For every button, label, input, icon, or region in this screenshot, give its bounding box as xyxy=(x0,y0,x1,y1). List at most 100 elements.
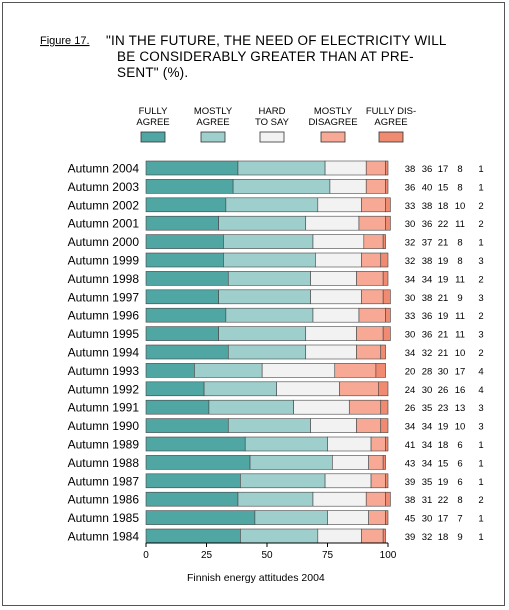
value-label-3-4: 2 xyxy=(478,219,483,230)
bar-segment-17-1 xyxy=(240,473,326,489)
bar-segment-11-4 xyxy=(375,363,386,378)
bar-segment-10-4 xyxy=(380,344,386,360)
bar-segment-15-1 xyxy=(244,436,328,452)
bar-segment-4-2 xyxy=(312,234,365,249)
value-label-1-3: 8 xyxy=(457,182,462,193)
value-label-5-0: 32 xyxy=(405,256,416,267)
value-label-16-4: 1 xyxy=(478,458,483,469)
bar-segment-13-3 xyxy=(348,399,382,415)
bar-segment-17-3 xyxy=(370,473,386,489)
value-label-2-3: 10 xyxy=(455,201,466,212)
bar-segment-13-4 xyxy=(380,399,389,415)
bar-segment-3-4 xyxy=(385,215,391,231)
value-label-11-2: 30 xyxy=(438,366,449,377)
bar-segment-15-4 xyxy=(385,436,389,452)
category-label-12: Autumn 1992 xyxy=(68,382,140,396)
value-label-3-2: 22 xyxy=(438,219,449,230)
value-label-12-2: 26 xyxy=(438,385,449,396)
bar-segment-16-2 xyxy=(332,455,369,470)
chart-title-line-3: SENT" (%). xyxy=(117,65,188,80)
bar-segment-10-0 xyxy=(145,344,229,360)
value-label-17-4: 1 xyxy=(478,477,483,488)
value-label-15-4: 1 xyxy=(478,440,483,451)
value-label-20-0: 39 xyxy=(405,532,416,543)
bar-segment-13-1 xyxy=(208,399,294,415)
value-label-7-0: 30 xyxy=(405,293,416,304)
value-label-4-2: 21 xyxy=(438,238,449,249)
bar-segment-18-2 xyxy=(312,491,367,507)
bar-segment-18-1 xyxy=(237,491,314,507)
bar-segment-0-1 xyxy=(237,160,326,176)
value-label-15-2: 18 xyxy=(438,440,449,451)
value-label-8-4: 2 xyxy=(478,311,483,322)
bar-segment-1-4 xyxy=(385,179,389,194)
category-labels: Autumn 2004 Autumn 2003 Autumn 2002 Autumn … xyxy=(68,162,140,544)
value-label-2-4: 2 xyxy=(478,201,483,212)
bar-segment-2-2 xyxy=(317,197,362,213)
bar-segment-14-2 xyxy=(310,418,357,433)
value-label-6-1: 34 xyxy=(422,274,433,285)
category-label-18: Autumn 1986 xyxy=(68,493,140,507)
bar-segment-9-1 xyxy=(218,326,307,341)
value-label-1-2: 15 xyxy=(438,182,449,193)
value-label-9-3: 11 xyxy=(455,330,465,341)
bar-segment-0-4 xyxy=(385,160,389,176)
bar-segment-9-2 xyxy=(305,326,357,341)
bar-segment-12-4 xyxy=(378,381,389,397)
value-label-20-3: 9 xyxy=(457,532,462,543)
bar-segment-19-2 xyxy=(327,510,369,525)
bar-segment-20-3 xyxy=(361,528,384,544)
bar-segment-19-3 xyxy=(368,510,386,525)
bar-segment-8-1 xyxy=(225,307,314,323)
bar-segment-2-1 xyxy=(225,197,319,213)
bar-segment-11-3 xyxy=(334,363,377,378)
bar-segment-10-3 xyxy=(356,344,382,360)
value-label-5-2: 19 xyxy=(438,256,449,267)
bar-segment-1-1 xyxy=(232,179,331,194)
bar-segment-5-0 xyxy=(145,252,224,268)
legend-label-3-0: MOSTLY xyxy=(314,106,353,117)
bar-segment-12-3 xyxy=(339,381,379,397)
bar-segment-2-3 xyxy=(361,197,386,213)
bar-segment-5-2 xyxy=(315,252,362,268)
value-label-4-3: 8 xyxy=(457,238,462,249)
value-label-13-4: 3 xyxy=(478,403,483,414)
bar-segment-19-0 xyxy=(145,510,256,525)
bar-segment-14-0 xyxy=(145,418,229,433)
bar-segment-20-1 xyxy=(240,528,319,544)
value-label-19-4: 1 xyxy=(478,514,483,525)
bar-segment-4-3 xyxy=(363,234,384,249)
value-label-11-0: 20 xyxy=(405,366,416,377)
value-label-16-0: 43 xyxy=(405,458,416,469)
category-label-11: Autumn 1993 xyxy=(68,364,140,378)
bar-segment-6-3 xyxy=(356,271,384,286)
category-label-16: Autumn 1988 xyxy=(68,456,140,470)
value-label-10-2: 21 xyxy=(438,348,449,359)
bar-segment-4-0 xyxy=(145,234,224,249)
category-label-7: Autumn 1997 xyxy=(68,290,140,304)
value-label-13-2: 23 xyxy=(438,403,449,414)
category-label-4: Autumn 2000 xyxy=(68,235,140,249)
bar-segment-3-2 xyxy=(305,215,360,231)
value-label-13-3: 13 xyxy=(455,403,466,414)
bar-segment-7-3 xyxy=(361,289,384,305)
value-label-8-1: 36 xyxy=(422,311,433,322)
value-label-2-0: 33 xyxy=(405,201,416,212)
value-label-10-3: 10 xyxy=(455,348,466,359)
bar-segment-13-0 xyxy=(145,399,210,415)
bar-segment-15-3 xyxy=(370,436,386,452)
value-label-14-1: 34 xyxy=(422,422,433,433)
legend-label-1-0: MOSTLY xyxy=(194,106,233,117)
bar-segment-17-0 xyxy=(145,473,241,489)
bar-segment-17-4 xyxy=(385,473,389,489)
footer-text: Finnish energy attitudes 2004 xyxy=(187,572,325,584)
value-label-7-2: 21 xyxy=(438,293,449,304)
value-label-18-0: 38 xyxy=(405,495,416,506)
value-label-14-0: 34 xyxy=(405,422,416,433)
value-label-5-3: 8 xyxy=(457,256,462,267)
legend-label-2-1: TO SAY xyxy=(255,117,290,128)
bar-segment-3-3 xyxy=(358,215,386,231)
bar-segment-11-0 xyxy=(145,363,195,378)
category-label-17: Autumn 1987 xyxy=(68,474,140,488)
x-tick-label-1: 25 xyxy=(201,550,213,561)
